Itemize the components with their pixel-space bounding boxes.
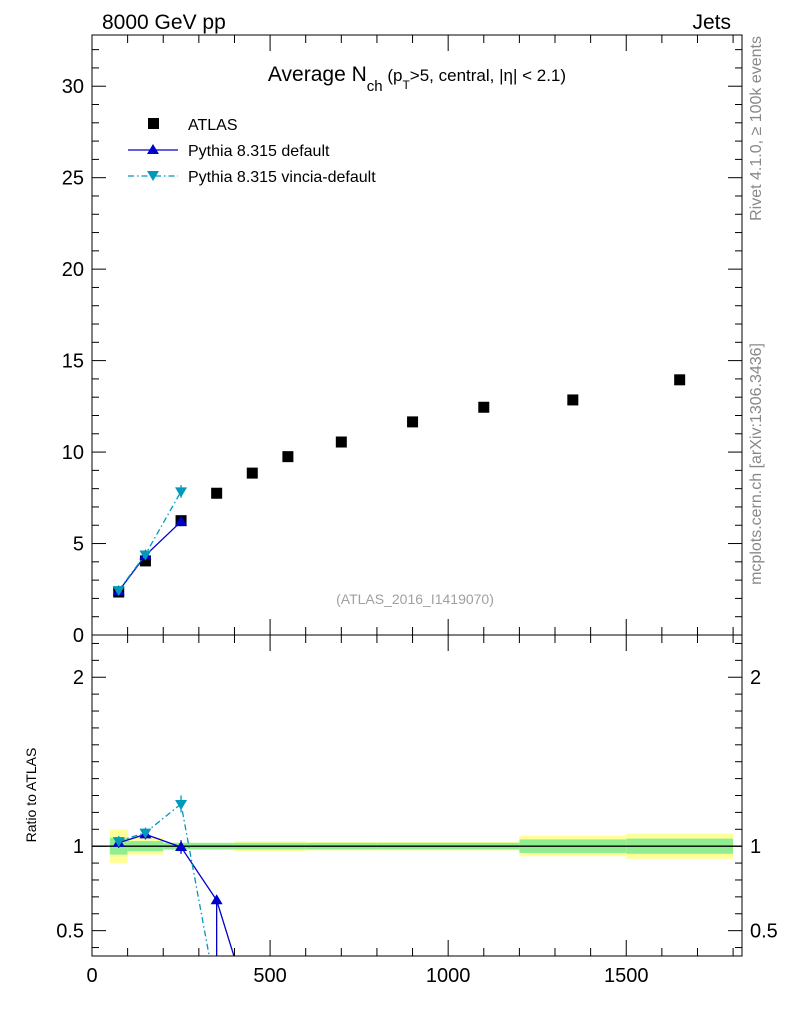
x-tick-label: 500 — [253, 965, 286, 987]
header-left: 8000 GeV pp — [102, 11, 226, 34]
title-base: Average N — [268, 63, 367, 86]
series-point — [175, 487, 188, 498]
series-line — [118, 491, 182, 591]
ratio-point — [112, 837, 125, 848]
y-tick-label: 30 — [62, 76, 84, 98]
y-tick-label: 0 — [73, 625, 84, 647]
atlas-point — [211, 487, 223, 499]
ratio-y-tick-label: 2 — [750, 667, 761, 689]
atlas-point — [407, 416, 419, 428]
ratio-point — [139, 828, 152, 839]
main-tick-labels: 0 5 10 15 20 25 30 — [62, 76, 84, 647]
ratio-point — [175, 799, 188, 810]
series-point — [175, 515, 188, 526]
legend-marker-pythia-vincia — [147, 171, 159, 181]
ratio-y-tick-label: 0.5 — [750, 921, 778, 943]
mcplots-label: mcplots.cern.ch [arXiv:1306.3436] — [748, 343, 765, 585]
title-cut-sub: T — [402, 78, 410, 92]
ratio-ticks — [91, 635, 742, 956]
y-tick-label: 25 — [62, 168, 84, 190]
atlas-point — [246, 467, 258, 479]
ratio-ylabel: Ratio to ATLAS — [23, 748, 39, 843]
ratio-y-tick-label: 1 — [73, 836, 84, 858]
series-point — [139, 550, 152, 561]
y-tick-label: 20 — [62, 259, 84, 281]
title-sub: ch — [367, 78, 383, 95]
rivet-label: Rivet 4.1.0, ≥ 100k events — [748, 36, 765, 221]
atlas-point — [478, 401, 490, 413]
x-tick-label: 0 — [86, 965, 97, 987]
atlas-point — [335, 436, 347, 448]
ratio-y-tick-label: 0.5 — [56, 921, 84, 943]
header-right: Jets — [692, 11, 731, 34]
legend: ATLAS Pythia 8.315 default Pythia 8.315 … — [128, 117, 376, 186]
ratio-tick-labels: 0.5 0.5 1 1 2 2 0 500 1000 1500 — [56, 667, 778, 987]
atlas-point — [674, 374, 686, 386]
legend-label-atlas: ATLAS — [188, 117, 238, 134]
title-cut-open: (p — [383, 66, 403, 85]
ratio-point — [175, 841, 188, 852]
atlas-point — [282, 451, 294, 463]
main-title: Average Nch (pT>5, central, |η| < 2.1) — [268, 63, 566, 95]
watermark: (ATLAS_2016_I1419070) — [336, 591, 494, 607]
legend-label-pythia-vincia: Pythia 8.315 vincia-default — [188, 169, 376, 186]
main-ticks — [91, 35, 742, 636]
series-point — [112, 586, 125, 597]
main-marks — [112, 374, 686, 598]
y-tick-label: 15 — [62, 351, 84, 373]
atlas-point — [567, 394, 579, 406]
ratio-panel: 0.5 0.5 1 1 2 2 0 500 1000 1500 Ratio to ATLAS — [23, 634, 778, 987]
ratio-frame — [91, 634, 743, 957]
main-panel: 0 5 10 15 20 25 30 Average Nch (pT>5, central,… — [62, 34, 743, 647]
y-tick-label: 10 — [62, 442, 84, 464]
ratio-y-tick-label: 1 — [750, 836, 761, 858]
ratio-marks — [112, 795, 235, 956]
legend-label-pythia-default: Pythia 8.315 default — [188, 143, 330, 160]
ratio-series-line — [118, 802, 210, 956]
legend-marker-atlas — [148, 118, 159, 129]
y-tick-label: 5 — [73, 534, 84, 556]
ratio-y-tick-label: 2 — [73, 667, 84, 689]
legend-marker-pythia-default — [147, 144, 159, 154]
atlas-point — [139, 555, 151, 567]
ratio-point — [210, 894, 223, 905]
title-cut-rest: >5, central, |η| < 2.1) — [410, 66, 566, 85]
x-tick-label: 1500 — [604, 965, 649, 987]
x-tick-label: 1000 — [426, 965, 471, 987]
